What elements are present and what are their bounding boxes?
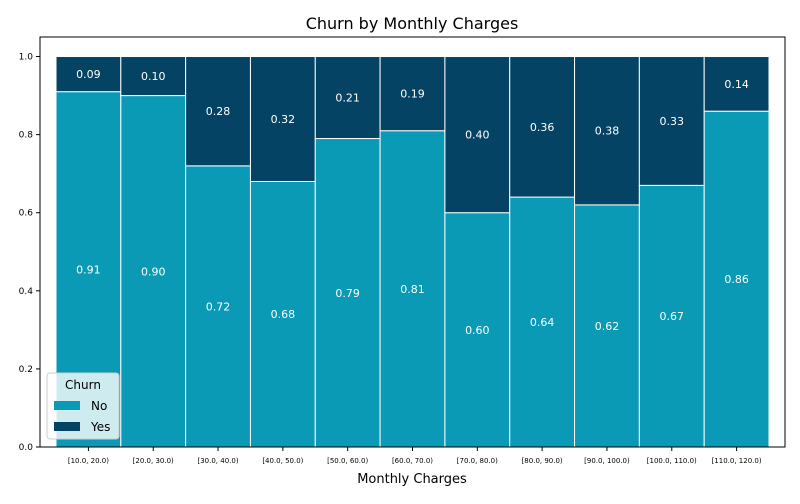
y-tick-label-0: 0.0 (19, 443, 34, 453)
bar-no-4 (314, 138, 381, 448)
bar-yes-5 (379, 56, 446, 132)
x-tick-label-10: [110.0, 120.0) (712, 457, 762, 465)
x-tick-label-9: [100.0, 110.0) (647, 457, 697, 465)
data-label-yes-4: 0.21 (335, 92, 360, 105)
y-tick-label-5: 1.0 (19, 53, 34, 63)
bar-no-3 (249, 180, 316, 448)
data-label-no-2: 0.72 (206, 300, 231, 313)
bar-yes-9 (638, 56, 705, 186)
data-label-no-9: 0.67 (660, 310, 685, 323)
bar-yes-8 (574, 56, 640, 206)
x-tick-label-5: [60.0, 70.0) (392, 457, 433, 465)
data-label-no-5: 0.81 (400, 283, 425, 296)
data-label-no-4: 0.79 (335, 287, 360, 300)
x-tick-label-8: [90.0, 100.0) (584, 457, 630, 465)
bar-yes-0 (55, 56, 122, 93)
data-label-no-1: 0.90 (141, 265, 166, 278)
data-label-yes-10: 0.14 (724, 78, 749, 91)
y-tick-label-3: 0.6 (19, 209, 34, 219)
bar-yes-10 (703, 56, 770, 112)
data-label-no-3: 0.68 (271, 308, 296, 321)
legend-label-yes: Yes (90, 420, 110, 434)
y-axis: 0.0 0.2 0.4 0.6 0.8 1.0 (19, 53, 40, 453)
data-label-no-8: 0.62 (595, 320, 620, 333)
plot-bars (55, 56, 770, 448)
bar-no-8 (574, 204, 640, 448)
bar-yes-1 (120, 56, 187, 97)
bar-yes-3 (249, 56, 316, 182)
bar-no-7 (509, 196, 576, 448)
chart-title: Churn by Monthly Charges (306, 14, 519, 33)
x-tick-label-3: [40.0, 50.0) (262, 457, 303, 465)
bar-no-9 (638, 184, 705, 448)
data-label-yes-6: 0.40 (465, 129, 490, 142)
data-label-yes-1: 0.10 (141, 70, 166, 83)
bar-no-10 (703, 110, 770, 448)
data-label-yes-2: 0.28 (206, 105, 231, 118)
legend-swatch-yes (54, 422, 80, 431)
y-tick-label-4: 0.8 (19, 131, 34, 141)
data-label-yes-9: 0.33 (660, 115, 685, 128)
x-tick-label-7: [80.0, 90.0) (522, 457, 563, 465)
data-label-yes-7: 0.36 (530, 121, 555, 134)
data-label-no-7: 0.64 (530, 316, 555, 329)
bar-yes-2 (185, 56, 251, 167)
x-axis: [10.0, 20.0) [20.0, 30.0) [30.0, 40.0) [40.… (68, 447, 762, 465)
x-tick-label-6: [70.0, 80.0) (457, 457, 498, 465)
data-label-no-0: 0.91 (76, 263, 101, 276)
legend-label-no: No (91, 399, 107, 413)
legend-title: Churn (65, 378, 101, 392)
data-label-no-10: 0.86 (724, 273, 749, 286)
plot-data-labels: 0.91 0.09 0.90 0.10 0.72 0.28 0.68 0.32 0.79 0.21… (76, 68, 749, 337)
legend-swatch-no (54, 401, 80, 410)
bar-yes-7 (509, 56, 576, 198)
data-label-yes-8: 0.38 (595, 125, 620, 138)
y-tick-label-1: 0.2 (19, 365, 33, 375)
bar-no-6 (444, 212, 511, 448)
y-tick-label-2: 0.4 (19, 287, 34, 297)
data-label-no-6: 0.60 (465, 324, 490, 337)
bar-yes-4 (314, 56, 381, 140)
x-axis-label: Monthly Charges (357, 472, 467, 487)
x-tick-label-2: [30.0, 40.0) (197, 457, 238, 465)
x-tick-label-4: [50.0, 60.0) (327, 457, 368, 465)
plot-frame (39, 36, 786, 448)
x-tick-label-0: [10.0, 20.0) (68, 457, 109, 465)
bar-no-1 (120, 95, 187, 448)
data-label-yes-0: 0.09 (76, 68, 101, 81)
x-tick-label-1: [20.0, 30.0) (133, 457, 174, 465)
bar-yes-6 (444, 56, 511, 214)
data-label-yes-3: 0.32 (271, 113, 296, 126)
data-label-yes-5: 0.19 (400, 88, 425, 101)
legend: Churn No Yes (46, 372, 120, 440)
